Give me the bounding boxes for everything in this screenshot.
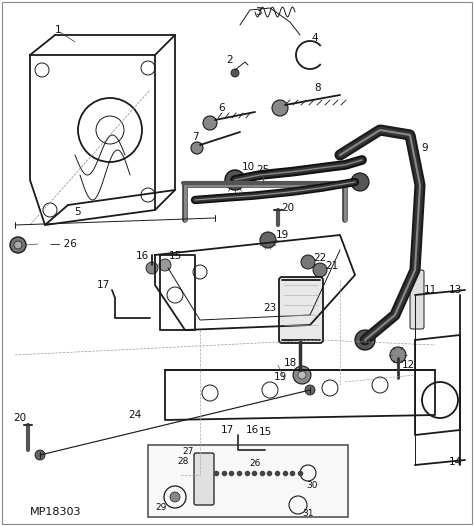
Text: 3: 3 [255,7,261,17]
Text: 17: 17 [96,280,109,290]
Circle shape [351,173,369,191]
Text: 17: 17 [220,425,234,435]
Text: 4: 4 [312,33,319,43]
Text: 20: 20 [13,413,27,423]
Circle shape [298,371,306,379]
Text: 19: 19 [273,372,287,382]
Text: 15: 15 [258,427,272,437]
Text: 12: 12 [401,360,415,370]
Circle shape [203,116,217,130]
Circle shape [355,330,375,350]
Bar [148,445,348,517]
Circle shape [260,232,276,248]
Text: 1: 1 [55,25,61,35]
Text: 5: 5 [75,207,82,217]
Circle shape [170,492,180,502]
Text: 15: 15 [168,251,182,261]
Text: 2: 2 [227,55,233,65]
Text: 30: 30 [306,480,318,490]
Text: 8: 8 [315,83,321,93]
Circle shape [231,69,239,77]
Circle shape [10,237,26,253]
Text: 28: 28 [177,458,189,467]
Text: 24: 24 [128,410,142,420]
Circle shape [14,241,22,249]
Text: 22: 22 [313,253,327,263]
Text: — 26: — 26 [50,239,77,249]
Circle shape [159,259,171,271]
Text: 9: 9 [422,143,428,153]
Text: 10: 10 [241,162,255,172]
Text: 29: 29 [155,503,167,512]
FancyBboxPatch shape [194,453,214,505]
Text: 16: 16 [136,251,149,261]
Text: 27: 27 [182,448,194,457]
Text: 21: 21 [325,261,338,271]
Text: 31: 31 [302,509,314,518]
FancyBboxPatch shape [279,277,323,343]
Circle shape [305,385,315,395]
Circle shape [313,263,327,277]
Circle shape [390,347,406,363]
Text: 19: 19 [275,230,289,240]
Text: 18: 18 [283,358,297,368]
Circle shape [272,100,288,116]
Circle shape [293,366,311,384]
Text: 14: 14 [448,457,462,467]
Text: 13: 13 [448,285,462,295]
Circle shape [191,142,203,154]
Text: MP18303: MP18303 [30,507,82,517]
Circle shape [146,262,158,274]
Circle shape [301,255,315,269]
Text: 20: 20 [282,203,294,213]
Text: 16: 16 [246,425,259,435]
Circle shape [35,450,45,460]
Text: 6: 6 [219,103,225,113]
Text: 7: 7 [191,132,198,142]
Text: 11: 11 [423,285,437,295]
FancyBboxPatch shape [410,270,424,329]
Text: 26: 26 [249,459,261,468]
Text: 25: 25 [256,165,270,175]
Text: 23: 23 [264,303,277,313]
Circle shape [225,170,245,190]
